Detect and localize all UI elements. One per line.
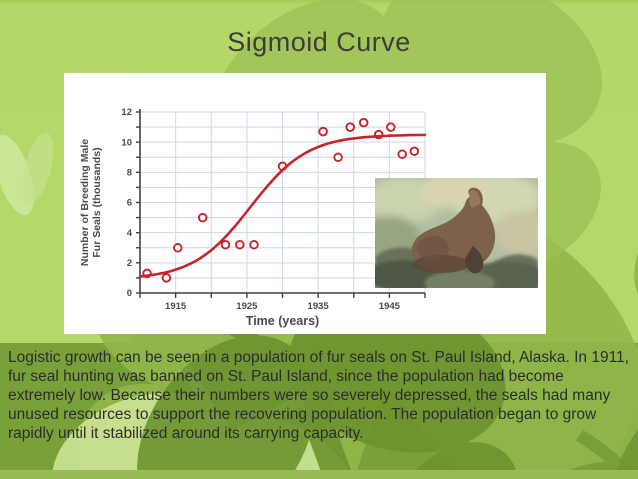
chart-panel: 0 2 4 6 8 10 12 1915 1925 1935 1945 Time (years) Num… [64,73,546,334]
footer-strip [0,470,638,479]
body-text: Logistic growth can be seen in a populat… [8,349,629,442]
svg-text:1935: 1935 [308,301,330,312]
svg-text:1925: 1925 [236,301,258,312]
svg-text:8: 8 [127,168,132,179]
fur-seal-photo [375,178,538,288]
svg-text:4: 4 [127,228,133,239]
svg-text:Number of Breeding MaleFur Sea: Number of Breeding MaleFur Seals (thousa… [79,139,103,266]
svg-text:0: 0 [127,288,132,299]
svg-text:12: 12 [121,107,132,118]
svg-text:6: 6 [127,198,132,209]
svg-text:10: 10 [121,137,132,148]
svg-text:Time (years): Time (years) [246,314,319,328]
svg-text:2: 2 [127,258,132,269]
slide-title: Sigmoid Curve [227,27,411,57]
svg-text:1915: 1915 [165,301,187,312]
svg-text:1945: 1945 [379,301,401,312]
